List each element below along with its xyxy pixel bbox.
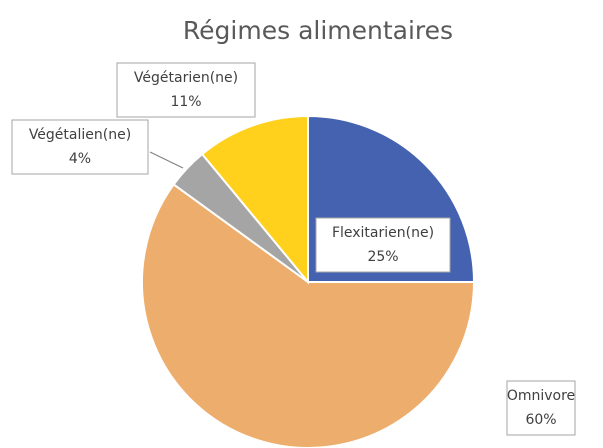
category-label: Végétalien(ne) bbox=[29, 127, 131, 143]
label-box bbox=[506, 380, 576, 436]
label-box bbox=[315, 217, 451, 273]
value-label: 4% bbox=[69, 151, 91, 167]
category-label: Flexitarien(ne) bbox=[332, 225, 434, 241]
label-box bbox=[116, 62, 256, 118]
pie-slice bbox=[200, 114, 309, 285]
value-label: 11% bbox=[170, 94, 201, 110]
value-label: 60% bbox=[525, 412, 556, 428]
chart-title: Régimes alimentaires bbox=[183, 16, 453, 45]
pie-slice bbox=[141, 183, 476, 448]
leader-line bbox=[149, 151, 184, 169]
value-label: 25% bbox=[367, 249, 398, 265]
label-box bbox=[11, 119, 149, 175]
category-label: Végétarien(ne) bbox=[134, 70, 238, 86]
category-label: Omnivore bbox=[507, 388, 575, 404]
